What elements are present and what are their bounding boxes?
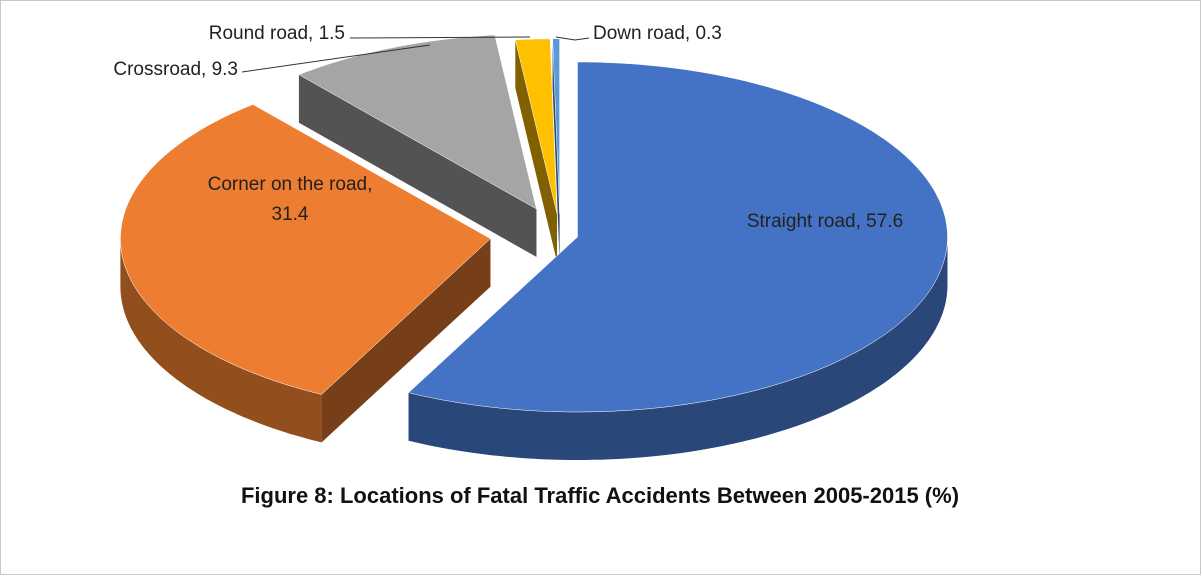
slice-side [321,238,491,443]
slice-wall [408,237,948,460]
data-label: Corner on the road, 31.4 [208,174,373,225]
leader-line [555,36,590,41]
slice [298,34,537,257]
data-label: Straight road, 57.6 [747,211,903,232]
leader-line [349,36,531,39]
slice-side [298,74,537,257]
slice [120,104,491,443]
slice-side [515,39,557,262]
pie [120,34,948,460]
data-label-line: Corner on the road, [208,174,373,195]
leader-line [241,44,431,73]
data-label: Down road, 0.3 [593,23,722,44]
slice-wall [120,238,322,443]
data-label: Round road, 1.5 [209,23,345,44]
slice [514,38,558,214]
slice-side [552,38,560,262]
slice [408,61,948,460]
slice [552,38,560,262]
slice [120,104,491,395]
data-label-line: 31.4 [272,204,309,225]
chart-title: Figure 8: Locations of Fatal Traffic Acc… [241,483,959,508]
slice [408,61,948,413]
slice [552,38,560,214]
data-label: Crossroad, 9.3 [113,59,238,80]
slice [514,38,558,262]
